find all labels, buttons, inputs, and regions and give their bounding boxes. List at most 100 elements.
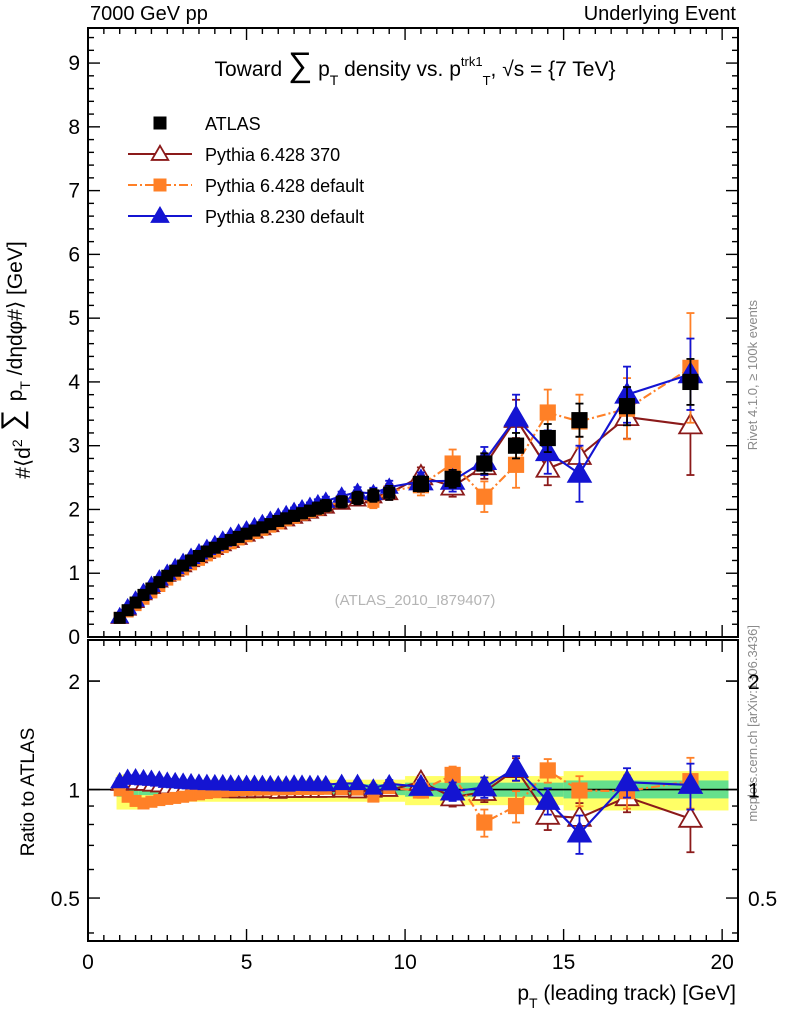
watermark-label: (ATLAS_2010_I879407) xyxy=(335,592,496,609)
marker-triangle xyxy=(677,771,704,794)
marker-square xyxy=(319,499,332,512)
y-axis-label-ratio-text: Ratio to ATLAS xyxy=(18,728,39,857)
marker-square xyxy=(145,582,158,595)
marker-square xyxy=(367,489,380,502)
marker-square xyxy=(507,456,525,473)
marker-square xyxy=(383,486,396,499)
marker-triangle xyxy=(471,774,498,797)
header-right-label: Underlying Event xyxy=(584,3,737,25)
marker-square xyxy=(507,797,525,815)
marker-triangle xyxy=(316,774,336,792)
marker-triangle xyxy=(408,773,434,796)
legend-label: Pythia 6.428 default xyxy=(205,176,364,196)
series-line xyxy=(118,373,691,618)
main-series-pythia-8-230-default xyxy=(110,337,704,624)
marker-square xyxy=(539,429,556,447)
marker-triangle xyxy=(150,143,170,161)
marker-triangle xyxy=(566,820,593,843)
marker-triangle xyxy=(614,769,640,792)
y-tick-label-main: 2 xyxy=(68,498,80,521)
y-tick-label-main: 1 xyxy=(68,562,80,585)
x-tick-label: 10 xyxy=(393,951,416,974)
marker-square xyxy=(618,398,636,415)
marker-triangle xyxy=(503,754,529,777)
y-tick-label-ratio: 1 xyxy=(68,780,80,803)
y-tick-label-main: 6 xyxy=(68,243,80,266)
y-tick-label-ratio: 0.5 xyxy=(51,888,80,911)
y-tick-label-ratio: 2 xyxy=(68,671,80,694)
marker-triangle xyxy=(503,404,529,427)
marker-triangle xyxy=(534,787,561,810)
marker-square xyxy=(153,576,166,589)
marker-square xyxy=(476,455,493,472)
side-label-rivet: Rivet 4.1.0, ≥ 100k events xyxy=(745,300,760,451)
y-axis-label-main-text: #⟨d2 ∑ pT /dηdφ#⟩ [GeV] xyxy=(0,241,35,478)
y-tick-label-main: 3 xyxy=(68,435,80,458)
legend: ATLAS Pythia 6.428 370 Pythia 6.428 defaul… xyxy=(128,114,364,227)
marker-triangle xyxy=(439,778,466,801)
marker-square xyxy=(412,475,430,493)
marker-triangle xyxy=(379,773,399,791)
x-tick-label: 5 xyxy=(241,951,253,974)
marker-square xyxy=(129,596,142,609)
legend-label: ATLAS xyxy=(205,114,261,134)
x-axis-label: pT (leading track) [GeV] xyxy=(517,982,736,1011)
series-line xyxy=(118,415,691,618)
main-panel-frame xyxy=(87,27,739,638)
y-tick-label-main: 7 xyxy=(68,180,80,203)
ratio-series-pythia-8-230-default xyxy=(110,754,704,855)
marker-triangle xyxy=(332,773,352,791)
main-series-pythia-6-428-370 xyxy=(110,374,704,624)
marker-triangle xyxy=(677,412,704,435)
main-series-atlas xyxy=(113,358,699,624)
x-tick-label: 20 xyxy=(710,951,733,974)
marker-square xyxy=(571,412,588,429)
marker-triangle xyxy=(347,773,368,791)
marker-triangle xyxy=(677,805,704,828)
main-series-pythia-6-428-default xyxy=(113,312,699,624)
y-tick-label-main: 0 xyxy=(68,626,80,649)
marker-square xyxy=(121,604,134,617)
y-tick-label-main: 5 xyxy=(68,307,80,330)
y-tick-label-ratio-right: 1 xyxy=(748,780,760,803)
marker-square xyxy=(571,782,588,799)
marker-square xyxy=(682,373,699,391)
y-axis-label-ratio: Ratio to ATLAS xyxy=(18,728,39,857)
side-label-mcplots: mcplots.cern.ch [arXiv:1306.3436] xyxy=(745,625,760,822)
ratio-panel-frame xyxy=(87,639,739,942)
legend-item-3: Pythia 8.230 default xyxy=(128,205,364,227)
marker-square xyxy=(153,116,167,130)
marker-square xyxy=(113,611,126,624)
series-line xyxy=(119,367,692,619)
marker-square xyxy=(137,588,150,601)
marker-square xyxy=(444,470,461,487)
marker-square xyxy=(476,488,493,505)
marker-triangle xyxy=(363,778,383,795)
marker-triangle xyxy=(150,205,170,223)
y-axis-ticks-ratio xyxy=(88,680,738,934)
marker-square xyxy=(476,814,493,831)
legend-label: Pythia 6.428 370 xyxy=(205,145,340,165)
x-axis-ticks xyxy=(87,640,739,941)
y-axis-label-main: #⟨d2 ∑ pT /dηdφ#⟩ [GeV] xyxy=(0,241,35,478)
legend-item-2: Pythia 6.428 default xyxy=(128,176,364,196)
marker-square xyxy=(507,437,525,454)
x-tick-label: 15 xyxy=(552,951,575,974)
x-tick-label: 0 xyxy=(82,951,94,974)
y-tick-label-main: 8 xyxy=(68,116,80,139)
marker-square xyxy=(153,178,167,192)
legend-item-0: ATLAS xyxy=(153,114,261,134)
marker-square xyxy=(335,495,348,508)
marker-square xyxy=(539,762,556,779)
legend-item-1: Pythia 6.428 370 xyxy=(128,143,340,165)
marker-square xyxy=(539,404,556,421)
y-tick-label-ratio-right: 2 xyxy=(748,671,760,694)
x-axis-ticks xyxy=(87,28,739,637)
y-tick-label-main: 9 xyxy=(68,52,80,75)
y-axis-ticks-main xyxy=(88,36,738,638)
y-tick-label-main: 4 xyxy=(68,371,80,394)
legend-label: Pythia 8.230 default xyxy=(205,207,364,227)
marker-triangle xyxy=(566,460,593,483)
